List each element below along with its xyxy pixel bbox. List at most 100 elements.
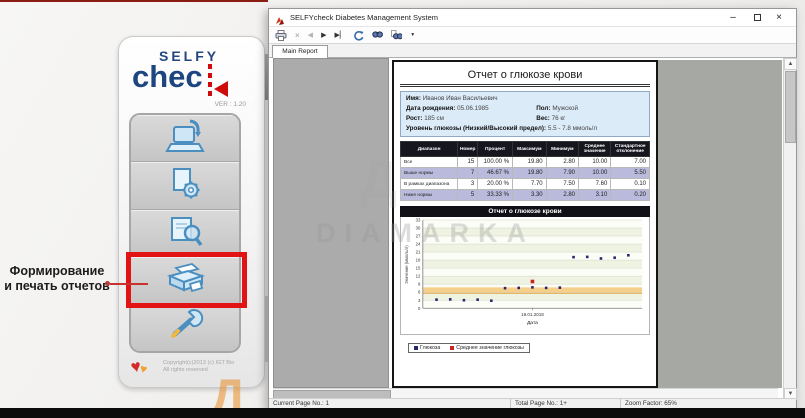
top-accent-line [0, 0, 268, 2]
search-icon[interactable] [391, 30, 403, 40]
glucose-chart-svg: 0 3 6 9 12 15 18 21 24 27 30 33 19.01.2018 Дата Значен… [400, 217, 650, 335]
svg-text:21: 21 [416, 250, 421, 255]
bottom-black-bar [0, 408, 805, 418]
svg-text:12: 12 [416, 274, 421, 279]
table-header-row: Диапазон Номер Процент Максимум Минимум … [399, 141, 650, 157]
find-icon[interactable] [372, 30, 384, 40]
tab-main-report[interactable]: Main Report [272, 45, 328, 58]
report-page: Отчет о глюкозе крови Имя: Иванов Иван В… [392, 60, 658, 388]
col-percent: Процент [477, 141, 514, 157]
legend-item-glucose: Глюкоза [414, 345, 440, 351]
group-tree-panel[interactable] [273, 58, 389, 388]
window-title: SELFYcheck Diabetes Management System [290, 13, 438, 22]
maximize-button[interactable] [746, 9, 768, 27]
svg-text:Дата: Дата [527, 320, 538, 326]
col-range: Диапазон [399, 141, 459, 157]
maximize-icon [753, 13, 761, 21]
svg-text:19.01.2018: 19.01.2018 [521, 312, 544, 317]
chart-legend: Глюкоза Среднее значение глюкозы [408, 343, 530, 353]
wrench-icon [165, 308, 205, 347]
printer-icon [164, 260, 206, 301]
callout-connector-line [110, 283, 148, 285]
patient-info-box: Имя: Иванов Иван Васильевич Дата рождени… [400, 91, 650, 137]
callout-label: Формирование и печать отчетов [4, 264, 110, 293]
view-data-button[interactable] [131, 209, 239, 258]
svg-text:33: 33 [416, 218, 421, 223]
svg-text:24: 24 [416, 242, 421, 247]
logo-dashed-line [208, 64, 212, 100]
viewer-toolbar: × ◀ ▶ ▶▏ [269, 27, 796, 44]
prev-page-icon[interactable]: ◀ [307, 32, 314, 39]
report-viewer-window: SELFYcheck Diabetes Management System – … [268, 8, 797, 409]
table-row: Все 15 100.00 % 19.80 2.80 10.00 7.00 [399, 156, 650, 168]
print-reports-button[interactable] [131, 257, 239, 305]
glucose-marker-icon [414, 346, 418, 350]
patient-dob-sex-row: Дата рождения: 05.06.1985 Пол: Мужской [406, 105, 579, 112]
svg-text:9: 9 [418, 282, 421, 287]
table-row: Ниже нормы 5 33.33 % 3.30 2.80 3.10 0.20 [399, 189, 650, 201]
selfycheck-app-panel: SELFY chec VER : 1.20 [118, 36, 265, 388]
table-row: В рамках диапазона 3 20.00 % 7.70 7.50 7.60… [399, 178, 650, 190]
col-number: Номер [457, 141, 479, 157]
patient-name-row: Имя: Иванов Иван Васильевич [406, 95, 498, 102]
report-view-area: Отчет о глюкозе крови Имя: Иванов Иван В… [269, 58, 797, 400]
report-settings-button[interactable] [131, 162, 239, 210]
report-title: Отчет о глюкозе крови [467, 69, 583, 81]
chart-legend-wrap: Глюкоза Среднее значение глюкозы [400, 337, 650, 355]
glucose-stats-table: Диапазон Номер Процент Максимум Минимум … [399, 141, 650, 201]
dropdown-caret-icon[interactable]: ▼ [410, 32, 416, 38]
col-max: Максимум [512, 141, 547, 157]
glucose-chart-block: Отчет о глюкозе крови 0 3 6 9 12 15 18 21 24 27 30… [400, 206, 650, 355]
import-data-button[interactable] [131, 115, 239, 163]
callout-connector-dot [105, 281, 110, 286]
svg-text:Значение (ммоль/л): Значение (ммоль/л) [404, 245, 409, 284]
title-rule-2 [400, 86, 650, 87]
logo-triangle-icon [214, 81, 228, 97]
app-window-icon [275, 13, 285, 31]
mean-marker-icon [450, 346, 455, 350]
minimize-button[interactable]: – [730, 12, 736, 23]
logo-selfy-text: SELFY [159, 48, 220, 64]
document-magnifier-icon [165, 213, 205, 254]
table-row: Выше нормы 7 46.67 % 19.80 7.90 10.00 5.50 [399, 167, 650, 179]
last-page-icon[interactable]: ▶▏ [334, 32, 346, 39]
svg-text:6: 6 [418, 290, 421, 295]
igt-heart-logo: ♥ ♥ [129, 356, 161, 381]
glucose-range-row: Уровень глюкозы (Низкий/Высокий предел):… [406, 125, 598, 132]
col-mean: Среднее значение [577, 141, 612, 157]
status-zoom-factor: Zoom Factor: 65% [625, 400, 677, 407]
svg-text:15: 15 [416, 266, 421, 271]
status-current-page: Current Page No.: 1 [269, 399, 511, 408]
status-total-pages: Total Page No.: 1+ [511, 399, 621, 408]
app-version-label: VER : 1.20 [214, 101, 246, 108]
vertical-scrollbar[interactable]: ▲ ▼ [783, 58, 797, 400]
highlight-red-frame [126, 252, 247, 308]
svg-text:18: 18 [416, 258, 421, 263]
legend-item-mean: Среднее значение глюкозы [450, 345, 524, 351]
logo-check-text: chec [132, 59, 203, 94]
status-bar: Current Page No.: 1 Total Page No.: 1+ Z… [269, 398, 796, 408]
tab-strip: Main Report [269, 44, 796, 58]
close-button[interactable]: × [776, 12, 782, 23]
copyright-text: Copyright(c)2013 (c) IGT Bio All rights … [163, 360, 235, 373]
svg-text:3: 3 [418, 298, 421, 303]
scroll-up-icon[interactable]: ▲ [784, 58, 797, 70]
col-stddev: Стандартное отклонение [610, 141, 650, 157]
title-bar: SELFYcheck Diabetes Management System – … [269, 9, 796, 27]
next-page-icon[interactable]: ▶ [321, 32, 327, 39]
title-rule [400, 84, 650, 85]
document-gear-icon [165, 165, 205, 206]
print-icon[interactable] [275, 29, 287, 41]
svg-text:0: 0 [418, 306, 421, 311]
tools-button[interactable] [131, 304, 239, 351]
sidebar-button-panel [129, 113, 241, 353]
cancel-icon[interactable]: × [295, 30, 300, 40]
svg-text:27: 27 [416, 234, 421, 239]
col-min: Минимум [545, 141, 580, 157]
chart-title: Отчет о глюкозе крови [400, 206, 650, 217]
vertical-scroll-thumb[interactable] [785, 71, 796, 143]
refresh-icon[interactable] [353, 30, 364, 41]
patient-height-weight-row: Рост: 185 см Вес: 76 кг [406, 115, 566, 122]
laptop-upload-icon [165, 118, 205, 159]
